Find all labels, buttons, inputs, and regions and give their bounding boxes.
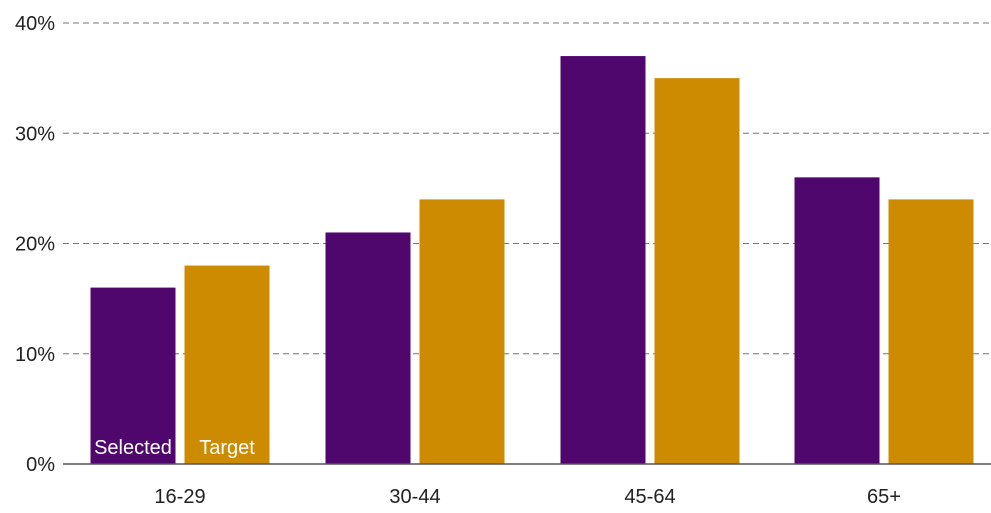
- bar-selected-65+: [794, 177, 880, 464]
- bar-target-30-44: [419, 199, 505, 464]
- x-tick-label: 30-44: [389, 486, 440, 508]
- bar-target-45-64: [654, 78, 740, 464]
- y-tick-label: 20%: [15, 234, 55, 256]
- axes: 0% 10% 20% 30% 40% 16-29 30-44 45-64 65+: [15, 13, 991, 508]
- y-tick-label: 40%: [15, 13, 55, 35]
- x-tick-label: 16-29: [154, 486, 205, 508]
- x-tick-label: 65+: [867, 486, 901, 508]
- series-label-target: Target: [199, 437, 255, 459]
- series-label-selected: Selected: [94, 437, 172, 459]
- y-tick-label: 0%: [26, 454, 55, 476]
- bars: [90, 56, 974, 464]
- bar-selected-30-44: [325, 232, 411, 464]
- x-tick-label: 45-64: [624, 486, 675, 508]
- bar-selected-45-64: [560, 56, 646, 464]
- series-labels: Selected Target: [94, 437, 255, 459]
- bar-target-65+: [888, 199, 974, 464]
- bar-selected-16-29: [90, 287, 176, 464]
- y-tick-label: 10%: [15, 344, 55, 366]
- y-tick-label: 30%: [15, 123, 55, 145]
- bar-target-16-29: [184, 265, 270, 464]
